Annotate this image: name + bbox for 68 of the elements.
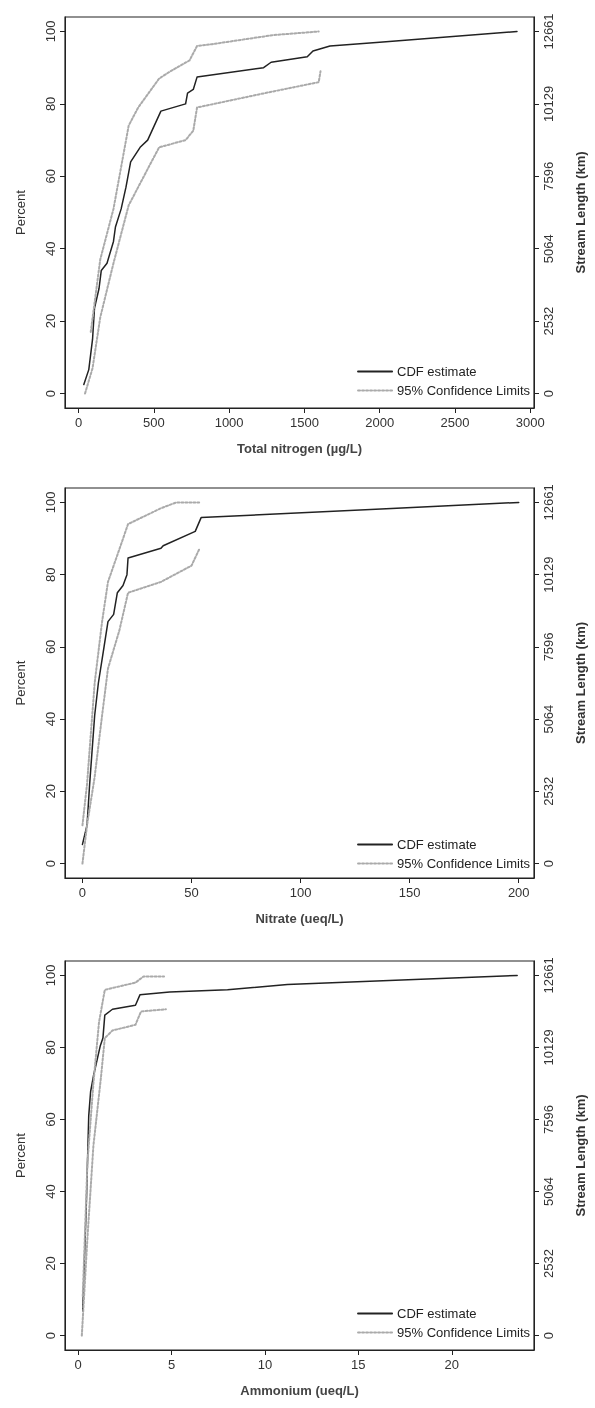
y2-tick-label: 10129	[541, 85, 556, 122]
x-tick-label: 10	[257, 1357, 273, 1372]
legend-label: CDF estimate	[397, 1306, 477, 1321]
legend-label: 95% Confidence Limits	[397, 383, 531, 398]
y-tick-label: 60	[43, 1112, 58, 1127]
y-tick-label: 0	[43, 859, 58, 868]
x-tick-label: 0	[74, 1357, 82, 1372]
x-tick-label: 3000	[515, 415, 545, 430]
y2-tick-label: 0	[541, 859, 556, 868]
x-tick-label: 100	[289, 885, 312, 900]
y2-tick-label: 12661	[541, 957, 556, 994]
x-tick-label: 200	[507, 885, 530, 900]
x-tick-label: 150	[398, 885, 421, 900]
x-tick-label: 0	[78, 885, 87, 900]
y-tick-label: 60	[43, 639, 58, 655]
legend-label: CDF estimate	[397, 364, 477, 379]
y2-tick-label: 10129	[541, 1029, 556, 1066]
y-tick-label: 100	[43, 964, 58, 987]
x-axis-title: Ammonium (ueq/L)	[240, 1383, 359, 1398]
y2-tick-label: 12661	[541, 13, 556, 50]
legend-label: 95% Confidence Limits	[397, 856, 531, 871]
y-tick-label: 100	[43, 491, 58, 514]
x-tick-label: 1000	[214, 415, 244, 430]
y2-tick-label: 5064	[541, 234, 556, 264]
y-tick-label: 40	[43, 241, 58, 256]
y-tick-label: 0	[43, 389, 58, 398]
x-tick-label: 500	[142, 415, 165, 430]
x-tick-label: 15	[351, 1357, 366, 1372]
y-axis-title: Percent	[13, 1132, 28, 1178]
y2-tick-label: 7596	[541, 1105, 556, 1134]
y-tick-label: 40	[43, 1184, 58, 1199]
y-tick-label: 80	[43, 567, 58, 582]
y2-tick-label: 0	[541, 1331, 556, 1340]
x-tick-label: 2500	[440, 415, 470, 430]
x-axis-title: Nitrate (ueq/L)	[255, 911, 344, 926]
y-tick-label: 0	[43, 1331, 58, 1340]
x-tick-label: 50	[184, 885, 199, 900]
y-tick-label: 20	[43, 313, 58, 329]
legend-label: 95% Confidence Limits	[397, 1325, 531, 1340]
y2-axis-title: Stream Length (km)	[573, 151, 588, 274]
y2-tick-label: 2532	[541, 776, 556, 806]
y2-axis-title: Stream Length (km)	[573, 1094, 588, 1217]
y2-tick-label: 0	[541, 389, 556, 398]
y-tick-label: 60	[43, 169, 58, 184]
y2-tick-label: 5064	[541, 1177, 556, 1206]
y-axis-title: Percent	[13, 660, 28, 706]
y2-tick-label: 2532	[541, 1249, 556, 1279]
y2-tick-label: 7596	[541, 632, 556, 662]
y-tick-label: 40	[43, 711, 58, 727]
y-tick-label: 20	[43, 1256, 58, 1271]
y-tick-label: 20	[43, 784, 58, 799]
legend-label: CDF estimate	[397, 837, 477, 852]
x-tick-label: 1500	[289, 415, 319, 430]
x-tick-label: 5	[167, 1357, 176, 1372]
y2-tick-label: 12661	[541, 484, 556, 521]
x-tick-label: 2000	[365, 415, 395, 430]
y2-axis-title: Stream Length (km)	[573, 621, 588, 745]
x-tick-label: 20	[444, 1357, 460, 1372]
y2-tick-label: 5064	[541, 704, 556, 734]
y2-tick-label: 7596	[541, 161, 556, 191]
y2-tick-label: 10129	[541, 556, 556, 593]
x-tick-label: 0	[74, 415, 83, 430]
x-axis-title: Total nitrogen (µg/L)	[237, 441, 362, 456]
y-tick-label: 100	[43, 20, 58, 43]
y-tick-label: 80	[43, 96, 58, 112]
y-tick-label: 80	[43, 1040, 58, 1055]
y2-tick-label: 2532	[541, 306, 556, 336]
y-axis-title: Percent	[13, 189, 28, 235]
